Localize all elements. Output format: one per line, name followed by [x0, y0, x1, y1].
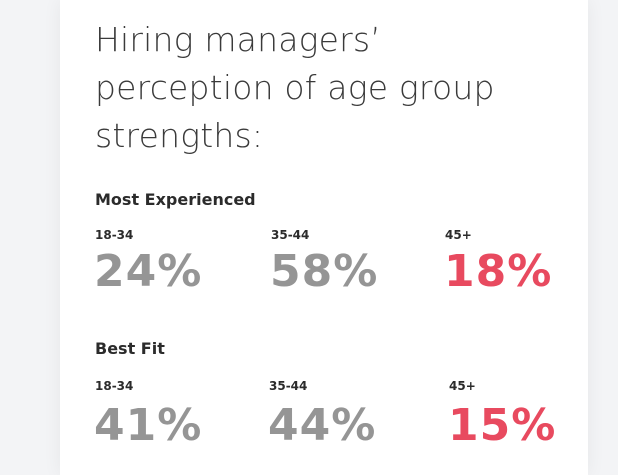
- percentage-value: 58%: [270, 246, 379, 297]
- age-group-label: 35-44: [271, 228, 310, 242]
- age-group-label: 45+: [449, 379, 476, 393]
- age-group-label: 18-34: [95, 228, 134, 242]
- section-label: Most Experienced: [95, 190, 256, 209]
- chart-title: Hiring managers’ perception of age group…: [95, 20, 495, 155]
- stats-card: Hiring managers’ perception of age group…: [60, 0, 588, 475]
- percentage-value: 15%: [448, 400, 557, 451]
- age-group-label: 18-34: [95, 379, 134, 393]
- age-group-label: 35-44: [269, 379, 308, 393]
- percentage-value: 41%: [94, 400, 203, 451]
- percentage-value: 44%: [268, 400, 377, 451]
- percentage-value: 24%: [94, 246, 203, 297]
- age-group-label: 45+: [445, 228, 472, 242]
- section-label: Best Fit: [95, 339, 165, 358]
- percentage-value: 18%: [444, 246, 553, 297]
